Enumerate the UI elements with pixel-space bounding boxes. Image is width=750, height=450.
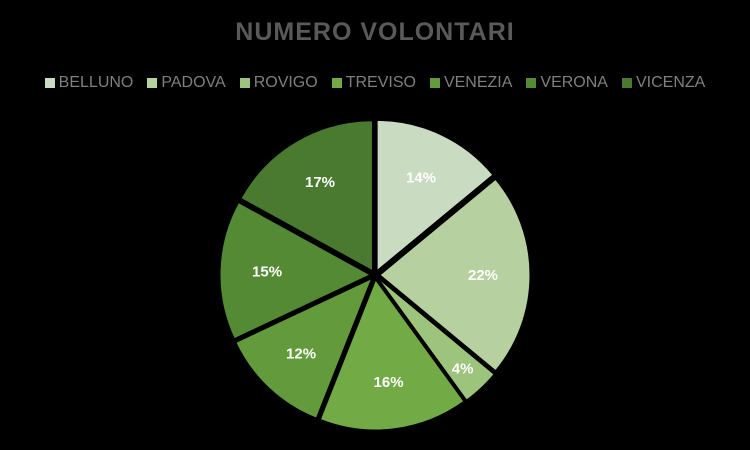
legend-label: VENEZIA	[443, 74, 513, 91]
data-label-vicenza: 17%	[305, 174, 335, 191]
legend-item-treviso: TREVISO	[331, 74, 416, 92]
pie-slice-belluno	[376, 119, 494, 272]
legend-swatch	[526, 78, 537, 88]
data-label-rovigo: 4%	[452, 360, 474, 377]
legend-swatch	[147, 78, 158, 88]
legend-label: BELLUNO	[58, 74, 134, 91]
pie-slice-rovigo	[378, 278, 495, 401]
legend-swatch	[429, 78, 440, 88]
pie-slice-venezia	[235, 277, 373, 419]
chart-title: NUMERO VOLONTARI	[235, 18, 515, 46]
data-label-verona: 15%	[252, 264, 282, 281]
legend-label: VERONA	[540, 74, 608, 91]
chart-legend: BELLUNO PADOVA ROVIGO TREVISO VENEZIA VE…	[0, 74, 750, 92]
legend-swatch	[239, 78, 250, 88]
pie-slice-vicenza	[240, 120, 373, 272]
legend-item-venezia: VENEZIA	[429, 74, 513, 92]
legend-label: VICENZA	[635, 74, 706, 91]
data-label-belluno: 14%	[406, 169, 436, 186]
legend-label: TREVISO	[345, 74, 416, 91]
data-label-treviso: 16%	[374, 374, 404, 391]
legend-item-rovigo: ROVIGO	[239, 74, 318, 92]
legend-swatch	[44, 78, 55, 88]
legend-item-verona: VERONA	[526, 74, 608, 92]
legend-label: ROVIGO	[253, 74, 318, 91]
legend-label: PADOVA	[161, 74, 226, 91]
pie-slice-padova	[379, 178, 531, 372]
pie-slice-treviso	[319, 278, 465, 431]
legend-swatch	[621, 78, 632, 88]
pie-slice-verona	[219, 201, 372, 340]
legend-swatch	[331, 78, 342, 88]
data-label-padova: 22%	[468, 267, 498, 284]
data-label-venezia: 12%	[286, 346, 316, 363]
legend-item-belluno: BELLUNO	[44, 74, 134, 92]
legend-item-vicenza: VICENZA	[621, 74, 706, 92]
legend-item-padova: PADOVA	[147, 74, 226, 92]
